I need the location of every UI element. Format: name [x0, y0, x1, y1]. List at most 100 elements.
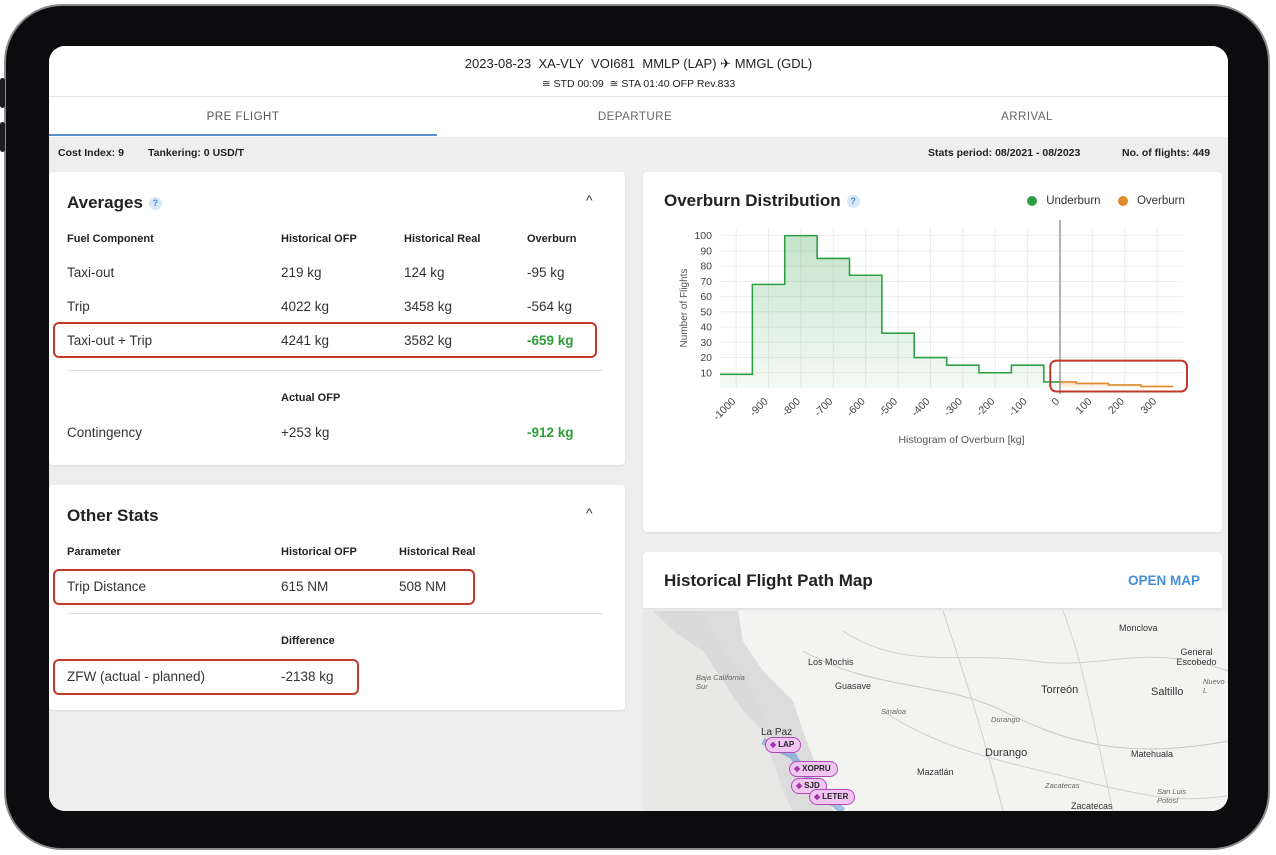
flight-summary-line: 2023-08-23 XA-VLY VOI681 MMLP (LAP) ✈ MM…: [49, 56, 1228, 72]
averages-title: Averages?: [67, 193, 162, 213]
waypoint-marker[interactable]: LETER: [809, 789, 856, 805]
x-tick-label: -200: [974, 396, 997, 419]
collapse-chevron-up-icon[interactable]: ^: [586, 192, 593, 208]
other-stats-title: Other Stats: [67, 506, 159, 525]
x-tick-label: -300: [942, 396, 965, 419]
cost-index: Cost Index: 9: [58, 147, 124, 159]
map-title: Historical Flight Path Map: [664, 571, 873, 590]
overburn-title: Overburn Distribution?: [664, 191, 860, 211]
y-tick-label: 30: [700, 337, 712, 349]
column-header: Fuel Component: [67, 233, 154, 245]
volume-button: [0, 78, 5, 108]
y-tick-label: 90: [700, 245, 712, 257]
column-header: Difference: [281, 635, 335, 647]
chart-legend: Underburn Overburn: [1027, 195, 1185, 207]
map-region-label: Durango: [991, 715, 1020, 724]
map-region-label: Zacatecas: [1045, 781, 1080, 790]
collapse-chevron-up-icon[interactable]: ^: [586, 505, 593, 521]
x-tick-label: 300: [1138, 396, 1159, 417]
table-cell: Taxi-out + Trip: [67, 333, 153, 348]
map-place-label: Torreón: [1041, 684, 1079, 696]
volume-button: [0, 122, 5, 152]
divider: [67, 370, 602, 371]
flight-path-map-card: Historical Flight Path Map OPEN MAP: [643, 552, 1222, 608]
x-axis-label: Histogram of Overburn [kg]: [898, 434, 1024, 446]
y-tick-label: 20: [700, 352, 712, 364]
tab-departure[interactable]: DEPARTURE: [597, 111, 673, 123]
sta-label: STA: [621, 78, 641, 90]
flight-header: 2023-08-23 XA-VLY VOI681 MMLP (LAP) ✈ MM…: [49, 46, 1228, 96]
map-place-label: Zacatecas: [1071, 801, 1113, 811]
table-cell: 124 kg: [404, 265, 445, 280]
help-icon[interactable]: ?: [148, 197, 162, 211]
help-icon[interactable]: ?: [846, 195, 860, 209]
flight-times-line: ≅ STD 00:09 ≅ STA 01:40 OFP Rev.833: [49, 78, 1228, 90]
map-geography: [643, 611, 1228, 811]
underburn-series-line: [720, 234, 1060, 383]
table-cell: 615 NM: [281, 579, 329, 594]
map-place-label: Matehuala: [1131, 749, 1174, 759]
flight-number: VOI681: [591, 56, 636, 71]
y-axis-label: Number of Flights: [679, 269, 690, 348]
y-tick-label: 10: [700, 367, 712, 379]
overburn-title-text: Overburn Distribution: [664, 191, 841, 210]
map-place-label: La Paz: [761, 727, 793, 738]
table-cell: Trip Distance: [67, 579, 147, 594]
table-cell: -2138 kg: [281, 669, 334, 684]
highlight-box: [53, 659, 359, 695]
underburn-area: [720, 235, 1060, 388]
table-cell: 4241 kg: [281, 333, 330, 348]
underburn-legend-dot: [1027, 196, 1037, 206]
waypoint-marker[interactable]: LAP: [765, 737, 802, 753]
x-tick-label: -100: [1006, 396, 1029, 419]
x-tick-label: -900: [747, 396, 770, 419]
stats-period: Stats period: 08/2021 - 08/2023: [928, 147, 1081, 159]
y-tick-label: 40: [700, 322, 712, 334]
airplane-icon: ✈: [720, 56, 732, 71]
y-tick-label: 70: [700, 276, 712, 288]
averages-card: Averages? ^ Fuel Component Historical OF…: [49, 172, 625, 465]
table-cell: 4022 kg: [281, 299, 330, 314]
flight-destination: MMGL (GDL): [734, 56, 813, 71]
waypoint-marker[interactable]: XOPRU: [789, 761, 838, 777]
x-tick-label: -500: [877, 396, 900, 419]
open-map-link[interactable]: OPEN MAP: [1127, 573, 1200, 588]
map-place-label: Los Mochis: [808, 657, 854, 667]
tab-pre-flight[interactable]: PRE FLIGHT: [206, 111, 280, 123]
main-content: Cost Index: 9 Tankering: 0 USD/T Stats p…: [49, 137, 1228, 811]
tab-arrival[interactable]: ARRIVAL: [1001, 111, 1053, 123]
column-header: Historical OFP: [281, 546, 357, 558]
tankering: Tankering: 0 USD/T: [148, 147, 245, 159]
x-tick-label: -600: [844, 396, 867, 419]
y-tick-label: 60: [700, 291, 712, 303]
legend-label: Underburn: [1046, 195, 1101, 207]
column-header: Historical Real: [404, 233, 481, 245]
map-region-label: Baja California Sur: [696, 673, 745, 691]
y-tick-label: 100: [694, 230, 712, 242]
map-place-label: Mazatlán: [917, 767, 954, 777]
flight-path-map[interactable]: Monclova General Escobedo Los Mochis Baj…: [643, 611, 1228, 811]
highlight-box: [53, 322, 597, 358]
y-tick-label: 50: [700, 306, 712, 318]
y-tick-label: 80: [700, 261, 712, 273]
legend-label: Overburn: [1136, 195, 1185, 207]
table-cell: -95 kg: [527, 265, 565, 280]
takeoff-icon: ≅: [541, 78, 551, 90]
table-cell: -564 kg: [527, 299, 573, 314]
x-tick-label: -1000: [711, 396, 739, 424]
sta-time: 01:40: [643, 78, 670, 90]
x-tick-label: 100: [1074, 396, 1095, 417]
column-header: Historical OFP: [281, 233, 357, 245]
std-time: 00:09: [577, 78, 604, 90]
highlight-box: [53, 569, 475, 605]
other-stats-card: Other Stats ^ Parameter Historical OFP H…: [49, 485, 625, 710]
table-cell: ZFW (actual - planned): [67, 669, 206, 684]
column-header: Overburn: [527, 233, 577, 245]
table-cell: Taxi-out: [67, 265, 115, 280]
map-place-label: Nuevo L: [1203, 677, 1225, 695]
ofp-revision: OFP Rev.833: [672, 78, 736, 90]
number-of-flights: No. of flights: 449: [1122, 147, 1211, 159]
x-tick-label: -800: [780, 396, 803, 419]
std-label: STD: [553, 78, 575, 90]
